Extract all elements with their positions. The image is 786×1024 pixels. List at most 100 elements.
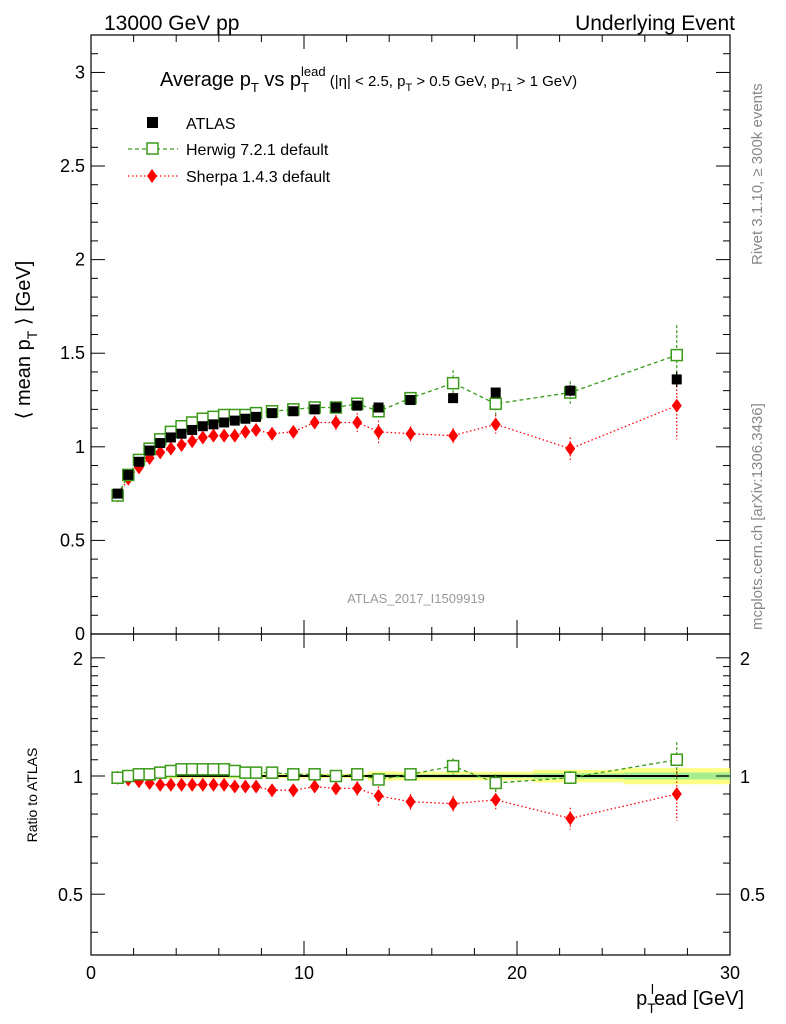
sherpa-point (309, 415, 320, 430)
atlas-point (229, 415, 240, 426)
y-tick-label: 3 (75, 62, 85, 82)
sherpa-point (176, 437, 187, 452)
ratio-herwig-point (239, 766, 252, 779)
x-axis-label: pTlead [GeV] (636, 981, 744, 1016)
ratio-data-layer (111, 742, 683, 830)
header-right: Underlying Event (575, 12, 735, 35)
ratio-herwig-point (564, 771, 577, 784)
ratio-y-tick-label: 2 (73, 649, 83, 669)
sherpa-point (208, 428, 219, 443)
ratio-sherpa-point (309, 779, 320, 794)
sherpa-point (197, 430, 208, 445)
legend-marker-atlas (147, 117, 158, 128)
atlas-point (448, 393, 459, 404)
atlas-point (330, 402, 341, 413)
atlas-point (112, 488, 123, 499)
title-cuts-sub1: T (405, 82, 412, 94)
ratio-herwig-point (308, 768, 321, 781)
ratio-sherpa-point (208, 777, 219, 792)
ratio-sherpa-point (288, 783, 299, 798)
x-tick-label: 0 (86, 963, 96, 983)
ratio-sherpa-point (155, 777, 166, 792)
ratio-sherpa-point (352, 781, 363, 796)
title-cuts-c: > 1 GeV) (512, 73, 577, 90)
legend-label-sherpa: Sherpa 1.4.3 default (186, 169, 331, 186)
title-cuts-a: (|η| < 2.5, p (326, 73, 406, 90)
sherpa-point (565, 441, 576, 456)
atlas-point (352, 400, 363, 411)
atlas-point (208, 419, 219, 430)
y-tick-label: 1.5 (60, 343, 85, 363)
sherpa-point (448, 428, 459, 443)
sherpa-point (288, 424, 299, 439)
sherpa-point (330, 415, 341, 430)
ratio-sherpa-point (448, 796, 459, 811)
atlas-point (240, 413, 251, 424)
atlas-point (373, 402, 384, 413)
sherpa-point (165, 441, 176, 456)
ratio-y-tick-label: 0.5 (58, 885, 83, 905)
sherpa-point (352, 415, 363, 430)
ratio-herwig-point (329, 769, 343, 783)
x-tick-label: 10 (294, 963, 314, 983)
sherpa-point (490, 417, 501, 432)
title-cuts-sub2: T1 (500, 82, 513, 94)
atlas-point (219, 417, 230, 428)
analysis-watermark: ATLAS_2017_I1509919 (347, 591, 485, 606)
y-tick-label: 2 (75, 250, 85, 270)
ratio-sherpa-point (267, 783, 278, 798)
herwig-point (446, 376, 460, 390)
ratio-herwig-point (228, 764, 242, 778)
legend-marker-herwig (146, 142, 159, 155)
xlabel-sub: T (647, 1000, 656, 1016)
ratio-herwig-point (446, 759, 460, 773)
ratio-frame (90, 633, 731, 956)
ratio-herwig-point (153, 766, 167, 779)
atlas-point (123, 469, 134, 480)
ratio-herwig-point (111, 771, 124, 784)
atlas-point (176, 428, 187, 439)
ratio-herwig-point (217, 763, 231, 776)
ratio-herwig-point (351, 768, 364, 781)
xlabel-b: ead [GeV] (654, 988, 744, 1010)
xlabel-sup: l (651, 981, 654, 997)
title-main-sub: T (251, 80, 259, 95)
axis-ticks: 0 10 20 30 0 0.5 1 1.5 2 2.5 3 0.5 0.5 1 1 2 2 (58, 35, 765, 983)
atlas-point (267, 408, 278, 419)
ratio-sherpa-point (229, 779, 240, 794)
ratio-herwig-point (122, 769, 135, 783)
y-tick-label: 2.5 (60, 156, 85, 176)
title-cuts-b: > 0.5 GeV, p (412, 73, 499, 90)
ylabel-sub: T (24, 330, 40, 339)
atlas-point (155, 438, 166, 449)
ratio-herwig-point (372, 773, 385, 786)
ylabel-b: ⟩ [GeV] (13, 261, 35, 331)
herwig-point (489, 397, 502, 411)
herwig-point (670, 348, 683, 362)
sherpa-point (155, 445, 166, 460)
ratio-herwig-point (287, 768, 300, 781)
sherpa-point (373, 424, 384, 439)
mcplots-label: mcplots.cern.ch [arXiv:1306.3436] (749, 403, 766, 630)
ratio-y-axis-label: Ratio to ATLAS (24, 748, 40, 843)
atlas-point (251, 411, 262, 422)
atlas-point (490, 387, 501, 398)
atlas-point (309, 404, 320, 415)
sherpa-point (187, 434, 198, 449)
ratio-herwig-point (164, 764, 178, 778)
ratio-herwig-point (249, 766, 263, 779)
atlas-point (187, 424, 198, 435)
ratio-sherpa-point (187, 777, 198, 792)
ylabel-a: ⟨ mean p (13, 339, 35, 419)
x-tick-label: 20 (507, 963, 527, 983)
legend-label-atlas: ATLAS (186, 116, 236, 133)
y-tick-label: 1 (75, 437, 85, 457)
atlas-point (671, 374, 682, 385)
title-vs: vs p (259, 69, 301, 91)
ratio-y-tick-label-right: 2 (740, 649, 750, 669)
atlas-point (288, 406, 299, 417)
sherpa-point (240, 424, 251, 439)
ratio-herwig-point (489, 776, 502, 790)
atlas-point (565, 385, 576, 396)
